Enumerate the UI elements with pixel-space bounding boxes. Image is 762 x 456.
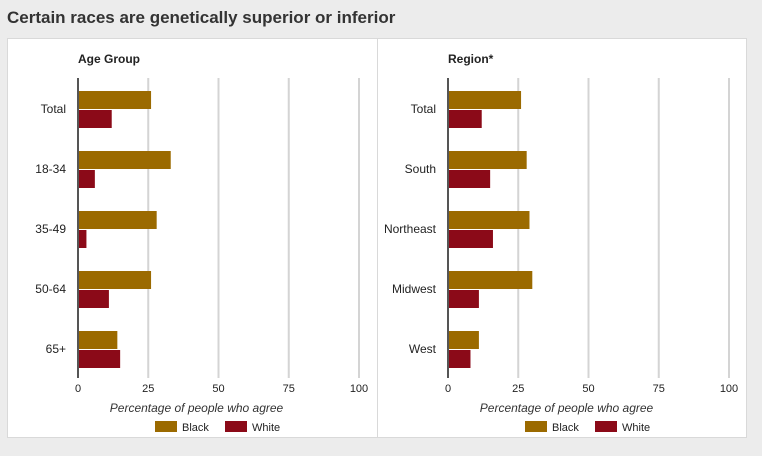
category-label: South [405,162,436,176]
category-label: Total [411,102,436,116]
x-tick-label: 50 [212,383,224,395]
legend-swatch-white [595,421,617,432]
category-label: 35-49 [35,222,66,236]
category-label: 50-64 [35,282,66,296]
bar-black [448,211,530,229]
category-label: Northeast [384,222,437,236]
x-tick-label: 25 [512,383,524,395]
bar-black [78,271,152,289]
page-title: Certain races are genetically superior o… [7,8,396,27]
x-tick-label: 75 [283,383,295,395]
bar-white [78,110,112,128]
bar-black [448,271,533,289]
bar-white [78,170,95,188]
x-tick-label: 0 [75,383,81,395]
bar-black [78,331,118,349]
legend-label-white: White [252,422,280,434]
category-label: West [409,342,437,356]
legend-swatch-white [225,421,247,432]
bar-white [448,350,471,368]
category-label: 18-34 [35,162,66,176]
x-tick-label: 100 [720,383,738,395]
legend-label-black: Black [182,422,209,434]
bar-black [448,331,479,349]
bar-black [448,151,527,169]
category-label: Midwest [392,282,437,296]
chart-title: Region* [448,52,494,66]
bar-white [448,230,493,248]
bar-black [78,151,171,169]
x-tick-label: 100 [350,383,368,395]
legend-label-black: Black [552,422,579,434]
bar-white [448,170,491,188]
legend-swatch-black [525,421,547,432]
bar-white [448,110,482,128]
x-tick-label: 75 [653,383,665,395]
bar-black [448,91,522,109]
bar-black [78,211,157,229]
x-axis-label: Percentage of people who agree [110,401,284,415]
category-label: 65+ [46,342,66,356]
legend-label-white: White [622,422,650,434]
category-label: Total [41,102,66,116]
bar-white [78,230,87,248]
legend-swatch-black [155,421,177,432]
bar-white [448,290,479,308]
x-tick-label: 25 [142,383,154,395]
x-tick-label: 0 [445,383,451,395]
x-axis-label: Percentage of people who agree [480,401,654,415]
x-tick-label: 50 [582,383,594,395]
bar-white [78,290,109,308]
panel-divider [377,39,378,437]
bar-white [78,350,121,368]
bar-black [78,91,152,109]
chart-title: Age Group [78,52,140,66]
